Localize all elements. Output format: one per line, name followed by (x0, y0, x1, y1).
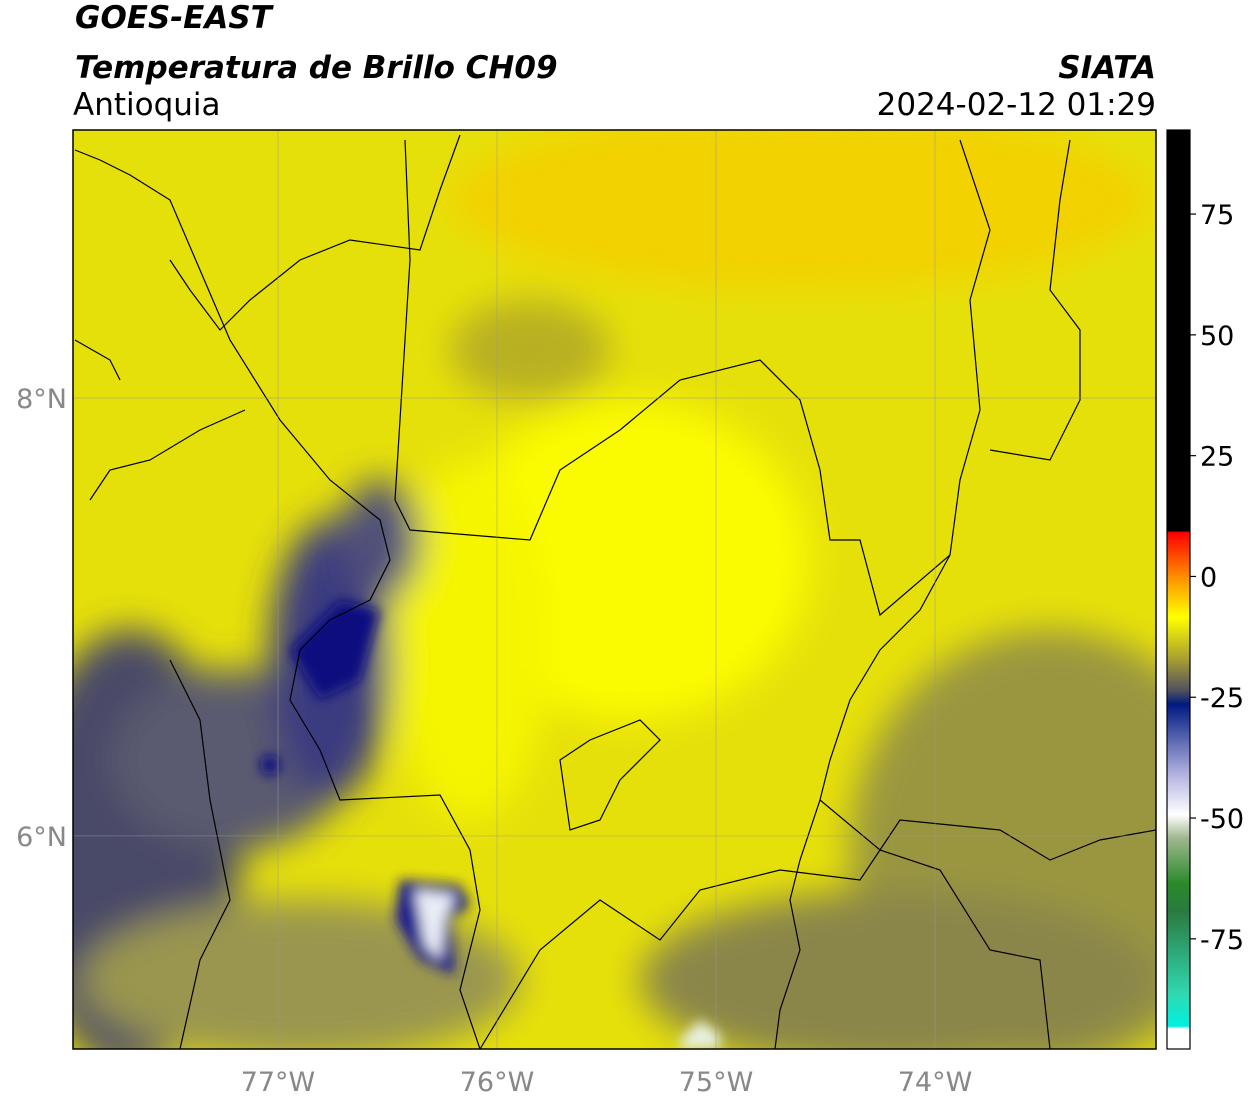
x-tick-label: 76°W (460, 1067, 535, 1098)
title: GOES-EAST (75, 0, 275, 36)
colorbar-tick-label: 75 (1200, 200, 1234, 231)
colorbar-tick-label: -25 (1200, 683, 1244, 714)
graticule (73, 130, 1156, 1049)
source: SIATA (1058, 50, 1156, 86)
colorbar-tick-label: 0 (1200, 562, 1217, 593)
x-tick-label: 74°W (898, 1067, 973, 1098)
map-image (73, 130, 1156, 1049)
colorbar-tick-label: -50 (1200, 804, 1244, 835)
datetime: 2024-02-12 01:29 (877, 87, 1156, 123)
colorbar-tick-label: 25 (1200, 442, 1234, 473)
colorbar-tick-label: 50 (1200, 321, 1234, 352)
map-frame (72, 129, 1157, 1050)
colorbar (1166, 129, 1191, 1050)
x-tick-label: 75°W (679, 1067, 754, 1098)
y-tick-label: 8°N (16, 384, 67, 415)
x-tick-label: 77°W (241, 1067, 316, 1098)
region: Antioquia (73, 87, 221, 123)
colorbar-tick-label: -75 (1200, 925, 1244, 956)
subtitle: Temperatura de Brillo CH09 (75, 50, 558, 86)
y-tick-label: 6°N (16, 822, 67, 853)
